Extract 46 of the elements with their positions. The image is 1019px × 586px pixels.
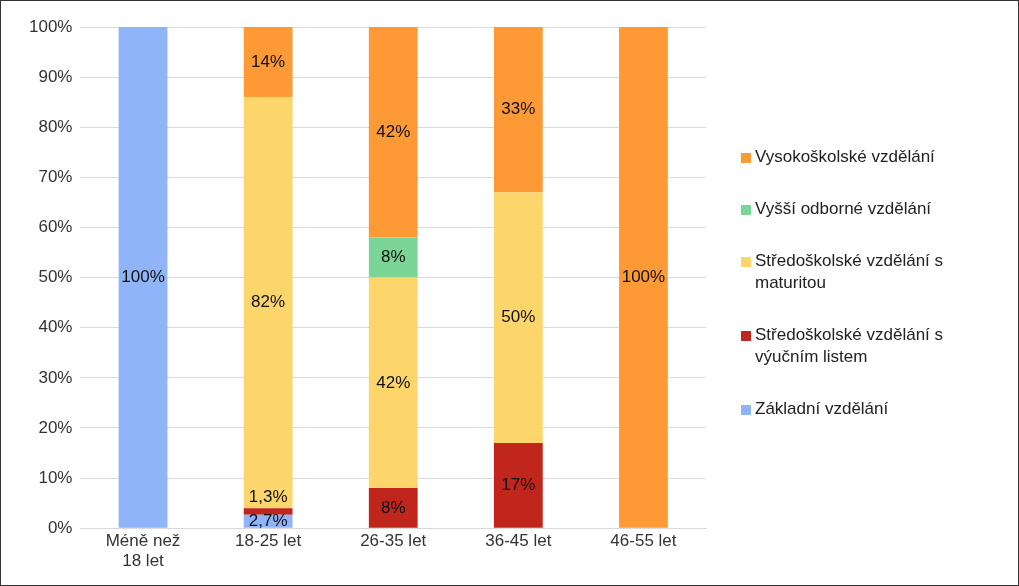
y-tick-label: 80% — [38, 116, 73, 136]
y-tick-label: 70% — [38, 167, 73, 187]
x-tick-label: Méně než 18 let — [105, 531, 181, 571]
x-tick-label: 36-45 let — [485, 531, 552, 551]
bar — [493, 192, 543, 443]
data-label: 33% — [501, 99, 536, 119]
bar — [368, 237, 418, 278]
data-label: 2,7% — [248, 510, 288, 530]
legend-label: Vyšší odborné vzdělání — [755, 198, 932, 220]
x-tick-label: 18-25 let — [235, 531, 302, 551]
data-label: 8% — [380, 247, 406, 267]
data-label: 1,3% — [248, 486, 288, 506]
data-label: 82% — [251, 292, 286, 312]
y-tick-label: 20% — [38, 417, 73, 437]
y-tick-label: 40% — [38, 317, 73, 337]
legend-label: Základní vzdělání — [755, 398, 889, 420]
x-tick-label: 26-35 let — [360, 531, 427, 551]
bar — [619, 27, 668, 528]
bar — [243, 97, 293, 509]
bar — [243, 508, 293, 515]
legend-label: Vysokoškolské vzdělání — [755, 146, 935, 168]
y-tick-label: 60% — [38, 217, 73, 237]
bar — [368, 27, 418, 238]
y-tick-label: 100% — [29, 16, 73, 36]
y-tick-label: 0% — [47, 517, 73, 537]
bar — [493, 443, 543, 528]
x-tick-label: 46-55 let — [610, 531, 677, 551]
data-label: 42% — [376, 121, 411, 141]
data-label: 14% — [251, 51, 286, 71]
legend-label: Středoškolské vzdělání s maturitou — [755, 250, 945, 294]
y-tick-label: 50% — [38, 267, 73, 287]
y-tick-label: 90% — [38, 66, 73, 86]
y-tick-label: 30% — [38, 367, 73, 387]
bar — [493, 27, 543, 193]
data-label: 42% — [376, 372, 411, 392]
legend-label: Středoškolské vzdělání s výučním listem — [755, 324, 945, 368]
data-label: 17% — [501, 475, 536, 495]
bar — [368, 488, 418, 528]
bar — [368, 277, 418, 489]
data-label: 100% — [121, 267, 165, 287]
data-label: 50% — [501, 307, 536, 327]
bar — [118, 27, 168, 528]
bar — [243, 27, 293, 98]
data-label: 100% — [621, 267, 666, 287]
data-label: 8% — [380, 497, 406, 517]
y-tick-label: 10% — [38, 467, 73, 487]
